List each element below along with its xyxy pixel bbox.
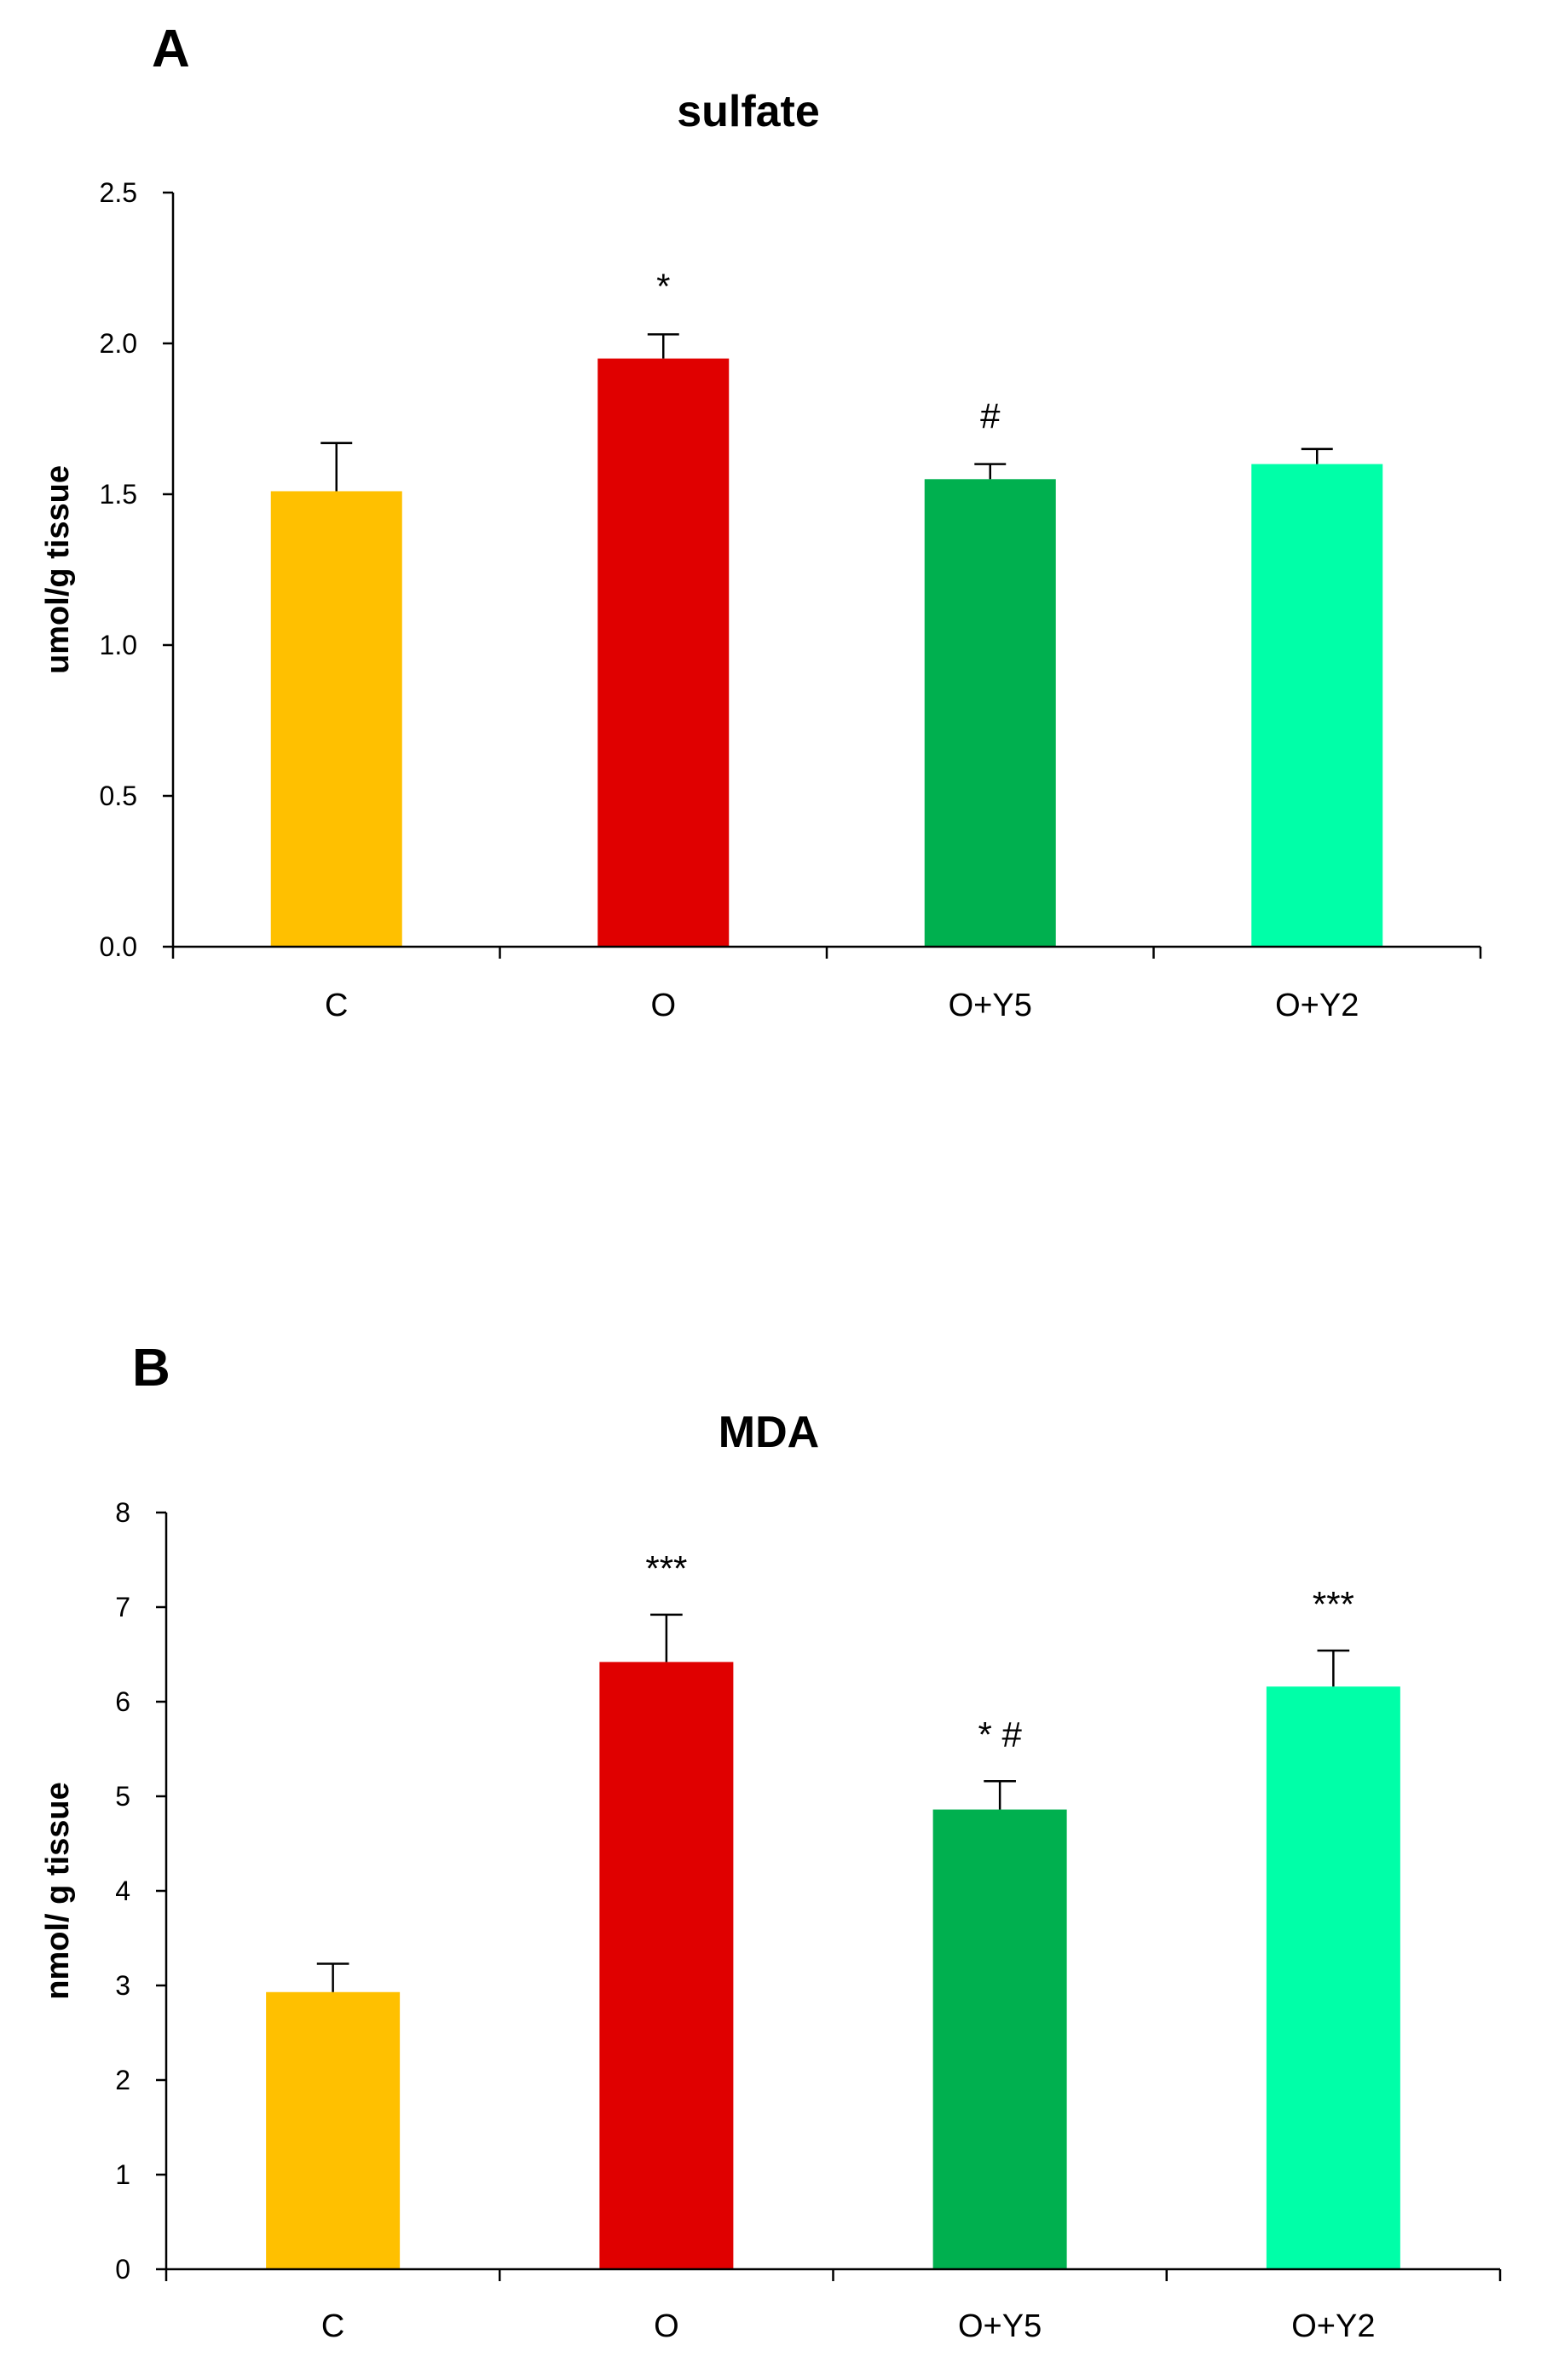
bar-o bbox=[597, 358, 730, 947]
y-axis-label: umol/g tissue bbox=[40, 465, 76, 674]
chart-title: sulfate bbox=[677, 87, 820, 136]
significance-marker: # bbox=[980, 396, 1001, 436]
y-tick-label: 8 bbox=[115, 1497, 130, 1528]
x-tick-label: O+Y5 bbox=[958, 2308, 1042, 2344]
bar-o-y5 bbox=[924, 479, 1056, 947]
bar-o-y2 bbox=[1251, 464, 1383, 947]
y-tick-label: 0.0 bbox=[100, 931, 137, 962]
x-tick-label: C bbox=[325, 988, 348, 1023]
significance-marker: * bbox=[656, 266, 670, 306]
y-tick-label: 2.5 bbox=[100, 177, 137, 208]
chart-title: MDA bbox=[719, 1408, 819, 1457]
significance-marker: *** bbox=[1313, 1584, 1354, 1624]
x-tick-label: O bbox=[650, 988, 676, 1023]
significance-marker: *** bbox=[645, 1548, 687, 1588]
y-tick-label: 7 bbox=[115, 1592, 130, 1622]
panel-letter: A bbox=[152, 20, 190, 78]
y-tick-label: 0.5 bbox=[100, 781, 137, 811]
significance-marker: * # bbox=[978, 1714, 1022, 1755]
y-axis-label: nmol/ g tissue bbox=[40, 1782, 76, 1999]
y-tick-label: 1 bbox=[115, 2159, 130, 2190]
y-tick-label: 1.0 bbox=[100, 630, 137, 660]
bar-c bbox=[266, 1991, 401, 2269]
x-tick-label: O+Y5 bbox=[949, 988, 1032, 1023]
bar-o bbox=[599, 1662, 734, 2269]
y-tick-label: 6 bbox=[115, 1686, 130, 1717]
bar-c bbox=[270, 491, 402, 947]
y-tick-label: 2.0 bbox=[100, 328, 137, 359]
y-tick-label: 2 bbox=[115, 2065, 130, 2095]
y-tick-label: 0 bbox=[115, 2254, 130, 2285]
x-tick-label: O+Y2 bbox=[1291, 2308, 1375, 2344]
y-tick-label: 1.5 bbox=[100, 479, 137, 510]
x-tick-label: C bbox=[321, 2308, 344, 2344]
x-tick-label: O bbox=[654, 2308, 679, 2344]
y-tick-label: 3 bbox=[115, 1970, 130, 2001]
panel-letter: B bbox=[132, 1339, 170, 1397]
y-tick-label: 4 bbox=[115, 1876, 130, 1906]
bar-o-y5 bbox=[932, 1809, 1067, 2269]
bar-o-y2 bbox=[1266, 1686, 1400, 2269]
x-tick-label: O+Y2 bbox=[1275, 988, 1359, 1023]
chart-panel-b: B MDA nmol/ g tissue 0 1 2 3 4 5 6 7 8 C O O+Y5 O+Y2 ***… bbox=[40, 1339, 1502, 2344]
y-tick-label: 5 bbox=[115, 1781, 130, 1812]
